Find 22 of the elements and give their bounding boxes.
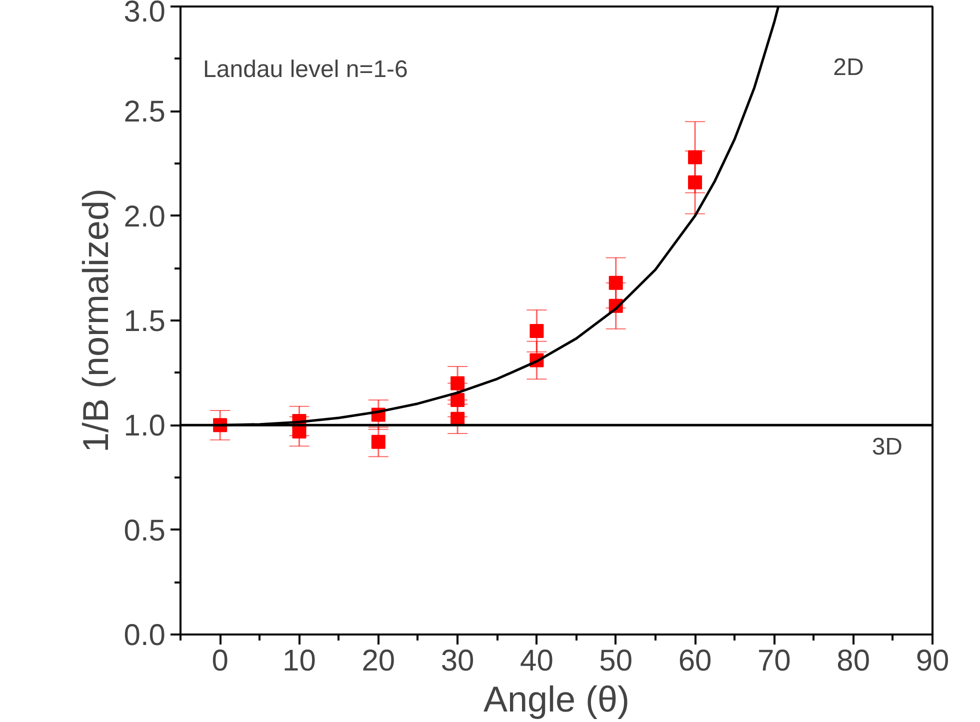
series-label: 3D xyxy=(872,434,903,461)
x-tick-label: 60 xyxy=(678,644,712,678)
x-tick-label: 10 xyxy=(282,644,316,678)
y-tick-label: 3.0 xyxy=(124,0,166,28)
annotation: Landau level n=1-6 xyxy=(203,56,408,83)
y-tick-label: 0.0 xyxy=(124,619,166,652)
x-tick-label: 80 xyxy=(836,644,870,678)
x-tick-label: 50 xyxy=(599,644,633,678)
x-tick-label: 20 xyxy=(362,644,396,678)
y-tick-label: 1.5 xyxy=(124,305,166,338)
text: 2D xyxy=(833,54,864,81)
x-tick-label: 90 xyxy=(916,644,950,678)
y-tick-label: 2.5 xyxy=(124,96,166,129)
x-tick-label: 30 xyxy=(440,644,474,678)
y-tick-label: 0.5 xyxy=(124,514,166,548)
y-tick-label: 1.0 xyxy=(124,410,166,443)
y-axis-title: 1/B (normalized) xyxy=(74,188,116,453)
y-tick-label: 2.0 xyxy=(124,200,166,234)
x-axis-title: Angle (θ) xyxy=(483,678,630,720)
x-tick-label: 0 xyxy=(212,644,228,678)
x-tick-label: 70 xyxy=(758,644,791,678)
x-tick-label: 40 xyxy=(520,644,554,678)
